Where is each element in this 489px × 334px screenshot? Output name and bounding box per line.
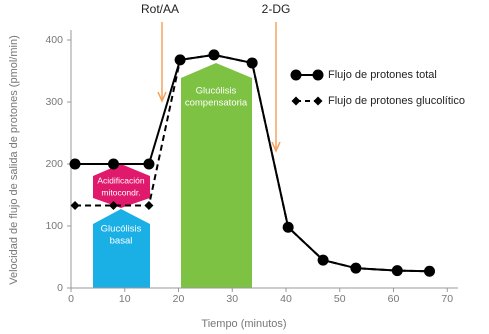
- point: [208, 49, 220, 61]
- x-tick-label: 0: [68, 293, 74, 305]
- region-label: Acidificación: [97, 175, 145, 185]
- legend-marker: [290, 69, 302, 81]
- compensatory-region: [181, 63, 252, 288]
- point: [282, 221, 294, 233]
- point: [246, 57, 258, 69]
- basal-region: [93, 209, 150, 288]
- legend-label: Flujo de protones glucolítico: [328, 95, 465, 107]
- region-label: compensatoria: [185, 98, 248, 109]
- point: [143, 158, 155, 170]
- point: [107, 158, 119, 170]
- point: [108, 201, 118, 211]
- series-line: [75, 53, 430, 273]
- y-tick-label: 0: [57, 282, 63, 294]
- point: [317, 254, 329, 266]
- region-label: Glucólisis: [101, 224, 142, 235]
- region-label: mitocondr.: [101, 187, 140, 197]
- point: [69, 158, 81, 170]
- legend-marker: [312, 69, 324, 81]
- y-tick-label: 300: [45, 96, 63, 108]
- x-tick-label: 20: [173, 293, 185, 305]
- y-tick-label: 400: [45, 34, 63, 46]
- point: [350, 262, 362, 274]
- region-label: basal: [110, 236, 133, 247]
- x-tick-label: 10: [119, 293, 131, 305]
- y-tick-label: 100: [45, 220, 63, 232]
- point: [70, 201, 80, 211]
- x-tick-label: 40: [280, 293, 292, 305]
- x-tick-label: 50: [334, 293, 346, 305]
- x-tick-label: 60: [388, 293, 400, 305]
- point: [144, 201, 154, 211]
- injection-label: Rot/AA: [141, 2, 179, 16]
- y-axis-title: Velocidad de flujo de salida de protones…: [8, 35, 20, 284]
- legend-marker: [313, 96, 323, 106]
- acid-region: [93, 164, 150, 208]
- y-tick-label: 200: [45, 158, 63, 170]
- arrow-head: [271, 141, 281, 153]
- region-label: Glucólisis: [196, 86, 237, 97]
- x-tick-label: 70: [441, 293, 453, 305]
- arrow-head: [157, 91, 167, 103]
- point: [391, 265, 403, 277]
- point: [424, 265, 436, 277]
- injection-label: 2-DG: [262, 2, 291, 16]
- x-tick-label: 30: [226, 293, 238, 305]
- legend-marker: [291, 96, 301, 106]
- x-axis-title: Tiempo (minutos): [201, 318, 286, 330]
- point: [174, 54, 186, 66]
- legend-label: Flujo de protones total: [328, 69, 437, 81]
